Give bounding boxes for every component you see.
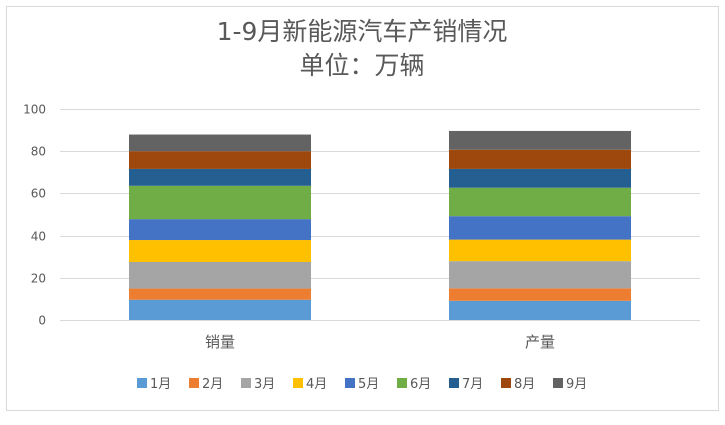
bar-segment: [449, 168, 631, 188]
legend: 1月 2月 3月 4月 5月 6月 7月 8月 9月: [137, 377, 587, 392]
bar-segment: [449, 130, 631, 150]
bar-segment: [129, 219, 311, 241]
legend-swatch: [397, 378, 407, 388]
bar-segment: [449, 288, 631, 301]
legend-label: 1月: [150, 377, 171, 392]
legend-swatch: [553, 378, 563, 388]
x-tick-label: 产量: [525, 333, 555, 351]
legend-swatch: [189, 378, 199, 388]
bar-segment: [449, 300, 631, 320]
y-tick-label: 0: [38, 314, 46, 328]
legend-label: 4月: [306, 377, 327, 392]
chart-subtitle: 单位：万辆: [299, 51, 424, 80]
legend-label: 6月: [410, 377, 431, 392]
y-tick-label: 100: [23, 103, 46, 117]
y-tick-label: 60: [31, 187, 46, 201]
legend-swatch: [241, 378, 251, 388]
bar-segment: [129, 168, 311, 186]
bar-segment: [129, 151, 311, 169]
bar-segment: [129, 288, 311, 300]
bar-segment: [129, 261, 311, 289]
y-tick-label: 20: [31, 272, 46, 286]
bar-segment: [449, 187, 631, 217]
legend-label: 9月: [566, 377, 587, 392]
legend-swatch: [137, 378, 147, 388]
x-tick-label: 销量: [205, 333, 235, 351]
legend-swatch: [449, 378, 459, 388]
legend-label: 5月: [358, 377, 379, 392]
legend-swatch: [345, 378, 355, 388]
bar-segment: [129, 134, 311, 152]
x-axis: 销量 产量: [205, 333, 555, 351]
bar-segment: [129, 240, 311, 262]
bar-segment: [449, 149, 631, 169]
bar-segment: [449, 216, 631, 240]
legend-swatch: [501, 378, 511, 388]
bar-segment: [449, 239, 631, 262]
legend-swatch: [293, 378, 303, 388]
bar-segment: [129, 299, 311, 320]
chart-title: 1-9月新能源汽车产销情况: [217, 17, 508, 46]
y-tick-label: 80: [31, 145, 46, 159]
bars: [129, 130, 631, 320]
y-tick-label: 40: [31, 230, 46, 244]
bar-segment: [129, 185, 311, 220]
legend-label: 8月: [514, 377, 535, 392]
legend-label: 2月: [202, 377, 223, 392]
y-axis: 0 20 40 60 80 100: [23, 103, 46, 328]
legend-label: 3月: [254, 377, 275, 392]
bar-segment: [449, 261, 631, 289]
legend-label: 7月: [462, 377, 483, 392]
